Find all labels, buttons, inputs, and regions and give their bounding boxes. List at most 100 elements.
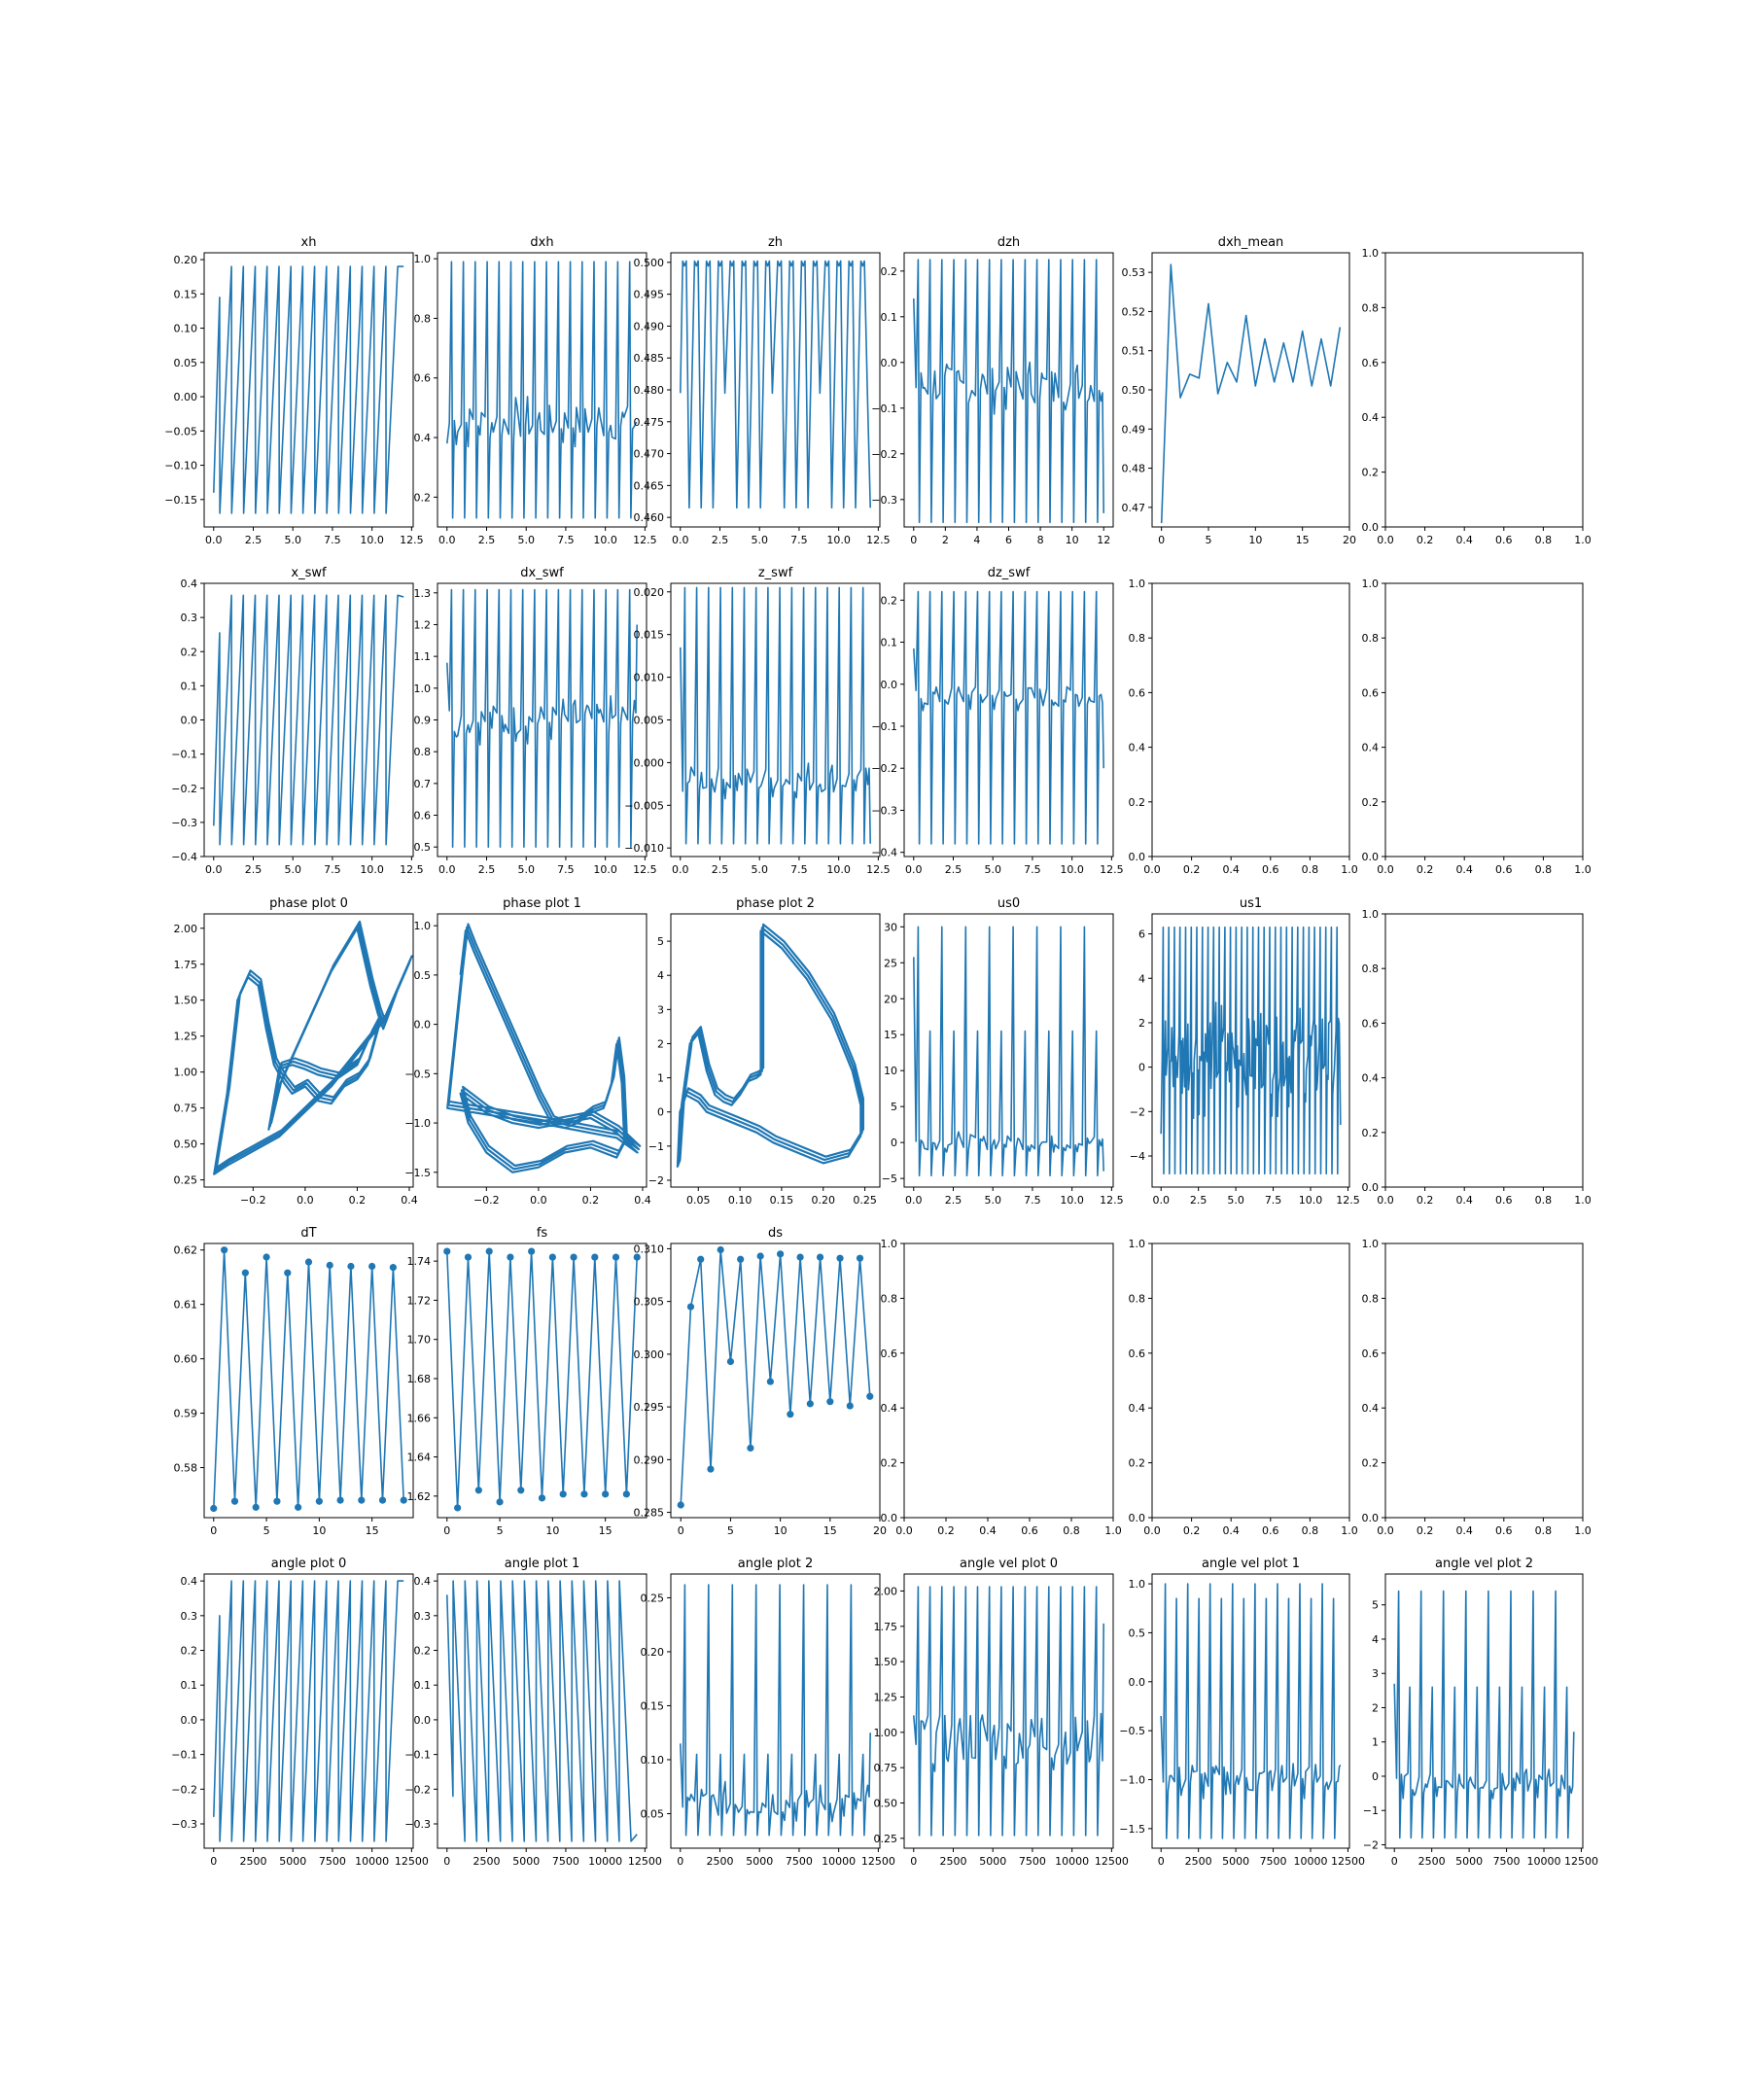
x-tick-label: 0.8 (1302, 1524, 1319, 1537)
y-tick-label: 0.8 (1362, 632, 1380, 645)
x-tick-label: 5.0 (751, 534, 768, 546)
y-tick-label: 0.8 (1129, 632, 1146, 645)
x-tick-label: 0 (443, 1855, 450, 1868)
x-tick-label: 0.0 (297, 1194, 314, 1207)
y-tick-label: 6 (1138, 928, 1145, 941)
x-tick-label: 2.5 (945, 1194, 962, 1207)
y-tick-label: 0.05 (641, 1807, 665, 1820)
y-tick-label: −0.05 (164, 425, 197, 438)
y-tick-label: 2.00 (174, 923, 198, 935)
subplot-11: 0.0 0.2 0.4 0.6 0.8 1.0 0.0 0.2 0.4 0.6 0.8 1.0 (1362, 578, 1592, 876)
subplot-27: 0 2500 5000 7500 10000 12500 0.25 0.50 0.75 1.00 1… (874, 1557, 1129, 1868)
subplot-22: 0.0 0.2 0.4 0.6 0.8 1.0 0.0 0.2 0.4 0.6 0.8 1.0 (1129, 1238, 1358, 1537)
y-tick-label: 2 (1138, 1017, 1145, 1030)
y-tick-label: −2 (1130, 1105, 1145, 1118)
data-point (766, 1378, 774, 1385)
x-tick-label: 0.0 (530, 1194, 547, 1207)
x-tick-label: 10.0 (826, 863, 851, 876)
y-tick-label: 0.4 (181, 1575, 198, 1588)
series-line (213, 1580, 404, 1842)
x-tick-label: 0.0 (905, 863, 923, 876)
y-tick-label: 0.6 (1362, 1017, 1380, 1030)
data-point (806, 1400, 814, 1408)
x-tick-label: 2500 (1418, 1855, 1446, 1868)
x-tick-label: 10.0 (593, 534, 617, 546)
axes-frame (437, 252, 648, 528)
series-line (680, 1248, 871, 1506)
y-tick-label: 0.290 (634, 1453, 665, 1466)
y-tick-label: −0.5 (1119, 1725, 1145, 1737)
y-tick-label: 0.000 (634, 756, 665, 769)
data-point (496, 1498, 504, 1506)
axes-frame (437, 1242, 648, 1519)
subplot-title: dxh (530, 235, 553, 250)
y-tick-label: 0.6 (1129, 686, 1146, 699)
axes-frame (1384, 1573, 1584, 1849)
y-tick-label: 1.0 (881, 1238, 898, 1250)
y-tick-label: 0.0 (181, 1714, 198, 1727)
y-tick-label: −0.10 (164, 460, 197, 472)
y-tick-label: 0.2 (881, 1457, 898, 1470)
y-tick-label: 1.0 (1362, 1238, 1380, 1250)
y-tick-label: 0.7 (414, 778, 432, 790)
y-tick-label: 0.8 (414, 746, 432, 758)
x-tick-label: 7500 (1019, 1855, 1046, 1868)
axes-frame (203, 252, 414, 528)
subplot-9: 0.0 2.5 5.0 7.5 10.0 12.5 −0.4 −0.3 −0.2 −0.1 0.0 0… (871, 566, 1123, 876)
x-tick-label: 0.05 (686, 1194, 711, 1207)
x-tick-label: 15 (823, 1524, 837, 1537)
y-tick-label: 0.2 (1362, 467, 1380, 479)
x-tick-label: 10000 (1055, 1855, 1089, 1868)
y-tick-label: 0.300 (634, 1348, 665, 1361)
axes-frame (670, 582, 881, 858)
x-tick-label: 15 (366, 1524, 379, 1537)
subplot-15: 0.0 2.5 5.0 7.5 10.0 12.5 −5 0 5 10 15 20 25 30 us0 (882, 896, 1124, 1207)
x-tick-label: 0.8 (1302, 863, 1319, 876)
x-tick-label: 10 (545, 1524, 559, 1537)
y-tick-label: 1.66 (407, 1412, 432, 1424)
y-tick-label: 0.62 (174, 1244, 198, 1257)
data-point (230, 1497, 239, 1505)
y-tick-label: 0.10 (174, 323, 198, 335)
data-point (846, 1402, 854, 1410)
y-tick-label: 1.0 (1129, 578, 1146, 590)
x-tick-label: 5 (727, 1524, 734, 1537)
y-tick-label: 0.50 (174, 1138, 198, 1151)
data-point (756, 1252, 764, 1260)
x-tick-label: 0.0 (1377, 534, 1394, 546)
series-line (446, 1250, 638, 1509)
axes-frame (437, 1573, 648, 1849)
x-tick-label: 0.2 (1183, 1524, 1201, 1537)
y-tick-label: 0.8 (881, 1292, 898, 1305)
subplot-2: 0.0 2.5 5.0 7.5 10.0 12.5 0.460 0.465 0.470 0.475… (634, 235, 891, 546)
y-tick-label: 0 (891, 1137, 897, 1149)
y-tick-label: 0.0 (1362, 851, 1380, 863)
y-tick-label: 3 (1372, 1667, 1379, 1680)
y-tick-label: 0.2 (1362, 1127, 1380, 1139)
x-tick-label: 10.0 (593, 863, 617, 876)
x-tick-label: 10.0 (826, 534, 851, 546)
series-line (446, 261, 638, 519)
data-point (295, 1503, 302, 1511)
x-tick-label: 1.0 (1574, 1524, 1592, 1537)
x-tick-label: 0.0 (1152, 1194, 1170, 1207)
x-tick-label: 0.4 (1222, 863, 1240, 876)
y-tick-label: 0.495 (634, 289, 665, 301)
x-tick-label: 5000 (1222, 1855, 1249, 1868)
x-tick-label: 0.4 (1455, 1194, 1473, 1207)
data-point (866, 1392, 874, 1400)
x-tick-label: 1.0 (1341, 1524, 1358, 1537)
x-tick-label: 0.6 (1495, 1524, 1513, 1537)
y-tick-label: −0.2 (404, 1783, 431, 1796)
x-tick-label: 0 (210, 1855, 217, 1868)
y-tick-label: 0.50 (874, 1797, 898, 1809)
x-tick-label: 0 (1158, 534, 1165, 546)
x-tick-label: 1.0 (1574, 863, 1592, 876)
y-tick-label: 0.15 (641, 1699, 665, 1712)
x-tick-label: 10.0 (1299, 1194, 1323, 1207)
x-tick-label: 7500 (1260, 1855, 1287, 1868)
axes-frame (903, 1573, 1114, 1849)
x-tick-label: 0.0 (1143, 863, 1161, 876)
data-point (747, 1444, 754, 1452)
